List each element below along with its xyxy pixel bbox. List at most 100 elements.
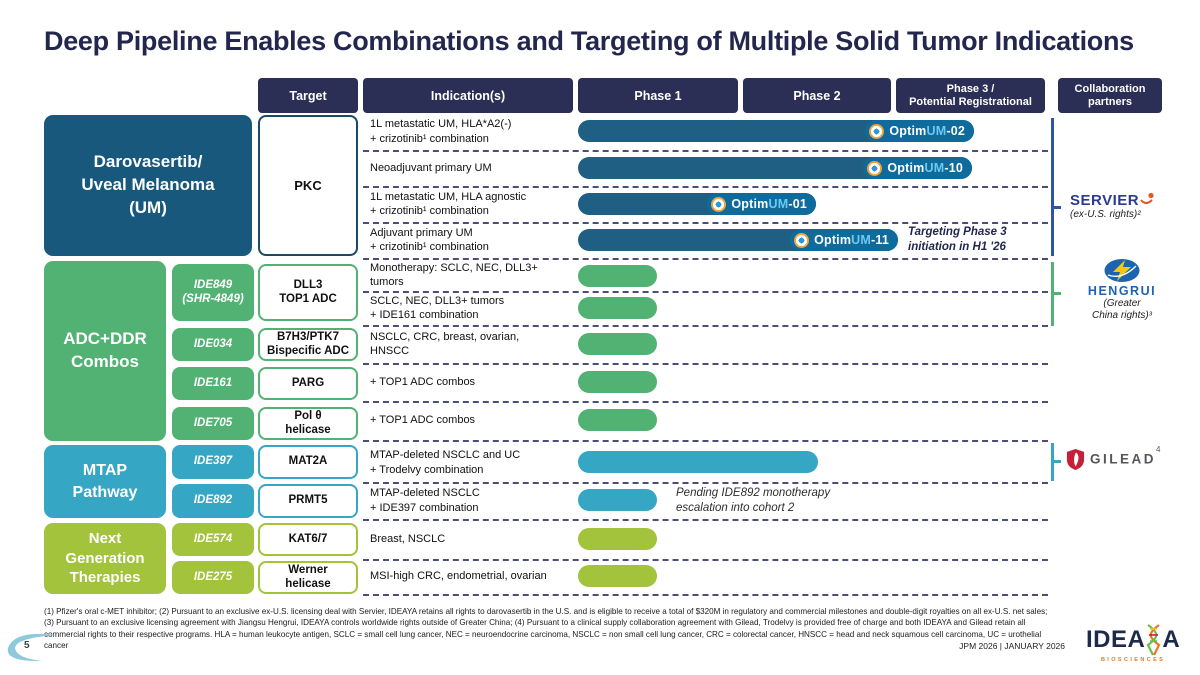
program-ide275: IDE275: [172, 561, 254, 594]
hengrui-rights-label: (Greater China rights)³: [1091, 298, 1153, 321]
group-adc-ddr-combos: ADC+DDR Combos: [44, 261, 166, 441]
indication-row-2: Neoadjuvant primary UM: [370, 161, 492, 174]
indication-row-10: MTAP-deleted NSCLC and UC + Trodelvy com…: [370, 449, 521, 476]
program-ide161: IDE161: [172, 367, 254, 400]
target-dll3-top1-adc: DLL3 TOP1 ADC: [258, 264, 358, 321]
indication-row-3: 1L metastatic UM, HLA agnostic + crizoti…: [370, 190, 527, 217]
row-separator: [363, 258, 1048, 260]
program-ide034: IDE034: [172, 328, 254, 361]
ideaya-dna-helix-icon: [1146, 624, 1161, 656]
hengrui-logo: HENGRUI (Greater China rights)³: [1072, 258, 1172, 322]
servier-bracket-tick: [1051, 206, 1061, 209]
group-darovasertib-um: Darovasertib/ Uveal Melanoma (UM): [44, 115, 252, 256]
ide892-pending-note: Pending IDE892 monotherapy escalation in…: [676, 486, 831, 514]
row-separator: [363, 401, 1048, 403]
target-kat67: KAT6/7: [258, 523, 358, 556]
servier-logo: SERVIER (ex-U.S. rights)²: [1070, 192, 1155, 220]
ideaya-logo-text-left: IDEA: [1086, 626, 1146, 653]
phase-bar-ide034: [578, 333, 657, 355]
servier-dot-icon: [1140, 192, 1154, 204]
program-ide397: IDE397: [172, 445, 254, 479]
target-werner-helicase: Werner helicase: [258, 561, 358, 594]
phase-bar-ide574: [578, 528, 657, 550]
program-ide892: IDE892: [172, 484, 254, 518]
indication-row-1: 1L metastatic UM, HLA*A2(-) + crizotinib…: [370, 118, 512, 145]
row-separator: [363, 363, 1048, 365]
target-pkc: PKC: [258, 115, 358, 256]
footnotes: (1) Pfizer's oral c-MET inhibitor; (2) P…: [44, 607, 1048, 650]
indication-row-5: Monotherapy: SCLC, NEC, DLL3+ tumors: [370, 261, 538, 288]
target-b7h3-ptk7: B7H3/PTK7 Bispecific ADC: [258, 328, 358, 361]
servier-logo-text: SERVIER: [1070, 192, 1140, 209]
optimum-11-badge: OptimUM-11: [790, 229, 898, 251]
target-mat2a: MAT2A: [258, 445, 358, 479]
ideaya-logo-text-right: A: [1162, 626, 1181, 653]
program-ide574: IDE574: [172, 523, 254, 556]
row-separator: [363, 440, 1048, 442]
page-swoosh-icon: [7, 633, 56, 662]
optimum-01-badge: OptimUM-01: [707, 193, 816, 215]
indication-row-9: + TOP1 ADC combos: [370, 414, 476, 427]
row-separator: [363, 482, 1048, 484]
hengrui-icon: [1104, 259, 1140, 282]
column-header-indications: Indication(s): [363, 78, 573, 113]
phase-bar-ide849-combo: [578, 297, 657, 319]
column-header-phase1: Phase 1: [578, 78, 738, 113]
row-separator: [363, 222, 1048, 224]
row-separator: [363, 291, 1048, 293]
gilead-bracket-tick: [1051, 460, 1061, 463]
column-header-phase3: Phase 3 / Potential Registrational: [896, 78, 1045, 113]
column-header-phase2: Phase 2: [743, 78, 891, 113]
optimum-02-badge: OptimUM-02: [865, 120, 974, 142]
indication-row-8: + TOP1 ADC combos: [370, 375, 476, 388]
servier-rights-label: (ex-U.S. rights)²: [1070, 209, 1141, 220]
phase-bar-ide275: [578, 565, 657, 587]
ideaya-logo: IDEA A BIOSCIENCES: [1086, 624, 1180, 663]
phase-bar-optimum-10: OptimUM-10: [578, 157, 972, 179]
indication-row-6: SCLC, NEC, DLL3+ tumors + IDE161 combina…: [370, 294, 505, 321]
indication-row-12: Breast, NSCLC: [370, 532, 446, 545]
row-separator: [363, 519, 1048, 521]
target-prmt5: PRMT5: [258, 484, 358, 518]
gilead-logo-text: GILEAD: [1090, 451, 1157, 467]
program-ide705: IDE705: [172, 407, 254, 440]
page-title: Deep Pipeline Enables Combinations and T…: [44, 26, 1134, 56]
phase-bar-optimum-02: OptimUM-02: [578, 120, 974, 142]
row-separator: [363, 186, 1048, 188]
group-next-generation: Next Generation Therapies: [44, 523, 166, 594]
phase-bar-ide161: [578, 371, 657, 393]
gilead-logo: GILEAD4: [1066, 445, 1161, 471]
row-separator: [363, 559, 1048, 561]
program-ide849: IDE849 (SHR-4849): [172, 264, 254, 321]
hengrui-logo-text: HENGRUI: [1087, 284, 1157, 298]
optimum-eye-icon: [869, 123, 885, 139]
column-header-target: Target: [258, 78, 358, 113]
indication-row-13: MSI-high CRC, endometrial, ovarian: [370, 570, 547, 583]
gilead-footnote-sup: 4: [1156, 445, 1161, 455]
optimum-eye-icon: [794, 232, 810, 248]
event-date-label: JPM 2026 | JANUARY 2026: [959, 641, 1065, 651]
phase-bar-optimum-01: OptimUM-01: [578, 193, 816, 215]
optimum-10-badge: OptimUM-10: [863, 157, 972, 179]
group-mtap-pathway: MTAP Pathway: [44, 445, 166, 518]
target-pol-theta-helicase: Pol θ helicase: [258, 407, 358, 440]
indication-row-4: Adjuvant primary UM + crizotinib¹ combin…: [370, 226, 489, 253]
phase-bar-ide705: [578, 409, 657, 431]
gilead-shield-icon: [1066, 449, 1085, 470]
phase-bar-ide892: [578, 489, 657, 511]
row-separator: [363, 150, 1048, 152]
indication-row-11: MTAP-deleted NSCLC + IDE397 combination: [370, 487, 480, 514]
row-separator: [363, 325, 1048, 327]
phase-bar-optimum-11: OptimUM-11: [578, 229, 898, 251]
page-number: 5: [24, 640, 30, 651]
column-header-collaboration: Collaboration partners: [1058, 78, 1162, 113]
optimum-eye-icon: [711, 196, 727, 212]
servier-bracket: [1051, 118, 1054, 256]
phase-bar-ide397: [578, 451, 818, 473]
indication-row-7: NSCLC, CRC, breast, ovarian, HNSCC: [370, 330, 520, 357]
phase3-targeting-note: Targeting Phase 3 initiation in H1 '26: [908, 226, 1007, 253]
target-parg: PARG: [258, 367, 358, 400]
ideaya-biosciences-label: BIOSCIENCES: [1100, 657, 1166, 663]
phase-bar-ide849-mono: [578, 265, 657, 287]
